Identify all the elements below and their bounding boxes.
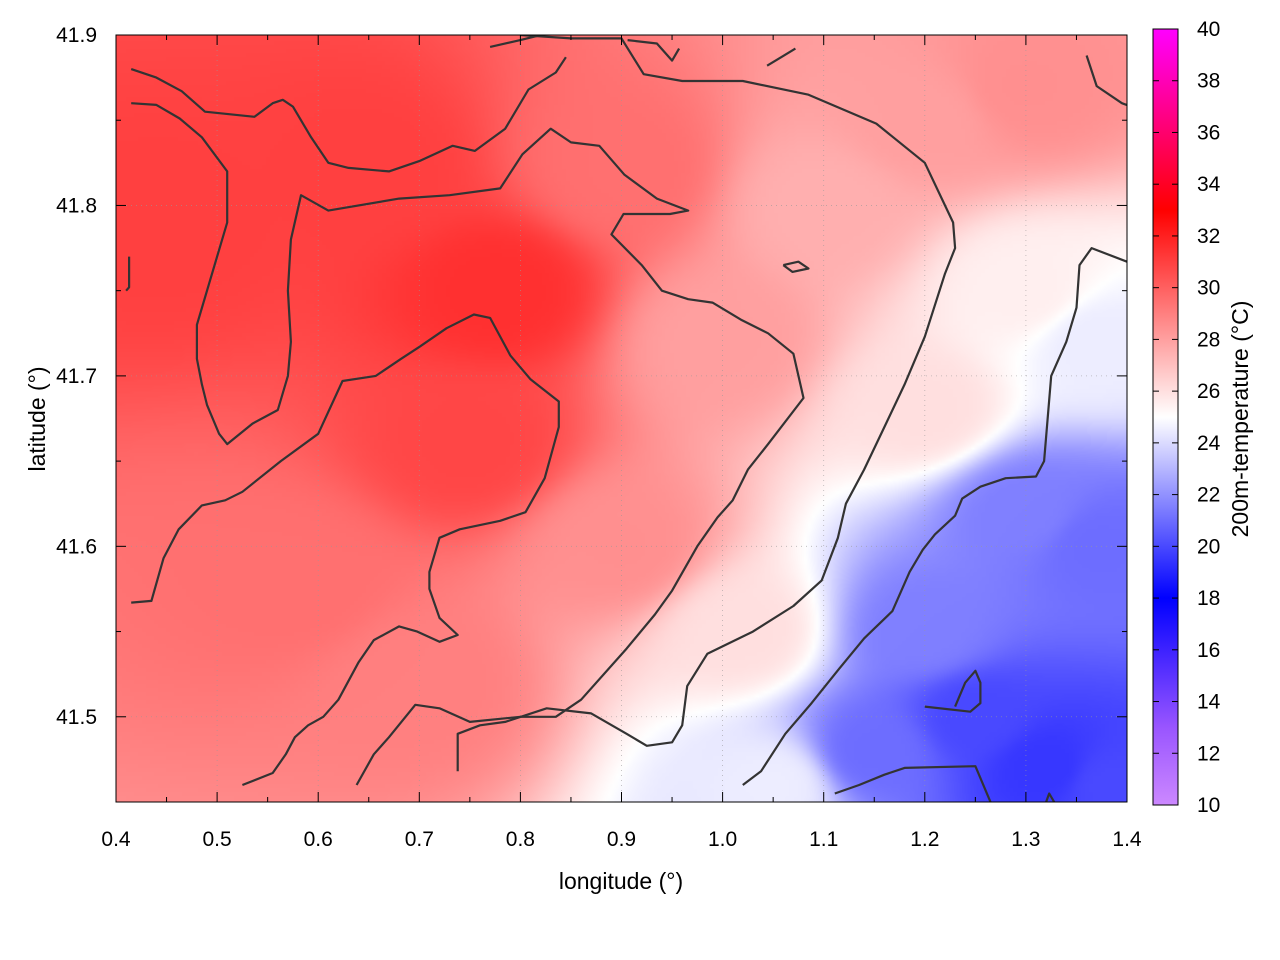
- x-tick-label: 1.1: [809, 828, 838, 851]
- colorbar: [1152, 28, 1179, 806]
- x-axis-title: longitude (°): [559, 868, 683, 894]
- x-tick-label: 1.4: [1112, 828, 1142, 851]
- x-tick-label: 0.9: [607, 828, 636, 851]
- x-tick-label: 0.6: [304, 828, 333, 851]
- temperature-field: [116, 35, 1127, 802]
- contour-line: [1085, 55, 1127, 107]
- contour-line: [456, 35, 957, 772]
- contour-line: [125, 256, 131, 292]
- contour-line: [627, 39, 681, 62]
- colorbar-tick-label: 14: [1197, 691, 1221, 714]
- x-tick-label: 1.0: [708, 828, 737, 851]
- axis-ticks: [115, 34, 1128, 802]
- y-tick-labels: 41.5 41.6 41.7 41.8 41.9: [56, 24, 97, 729]
- contour-line: [742, 247, 1127, 786]
- x-tick-label: 0.7: [405, 828, 434, 851]
- y-tick-label: 41.7: [56, 365, 97, 388]
- colorbar-tick-label: 32: [1197, 225, 1220, 248]
- contour-line: [131, 102, 805, 786]
- x-tick-label: 1.2: [910, 828, 939, 851]
- colorbar-tick-label: 16: [1197, 639, 1220, 662]
- colorbar-tick-label: 36: [1197, 121, 1220, 144]
- colorbar-tick-label: 30: [1197, 277, 1220, 300]
- colorbar-tick-label: 34: [1197, 173, 1221, 196]
- colorbar-ticks: [1153, 28, 1178, 806]
- y-tick-label: 41.6: [56, 535, 97, 558]
- y-axis-title: latitude (°): [24, 366, 50, 471]
- colorbar-tick-label: 26: [1197, 380, 1220, 403]
- colorbar-tick-label: 12: [1197, 742, 1220, 765]
- contour-line: [131, 313, 560, 787]
- contour-line: [1045, 792, 1056, 802]
- x-tick-label: 0.8: [506, 828, 535, 851]
- x-tick-label: 0.5: [202, 828, 231, 851]
- x-tick-labels: 0.4 0.5 0.6 0.7 0.8 0.9 1.0 1.1 1.2 1.3 1.4: [101, 828, 1142, 851]
- colorbar-tick-label: 10: [1197, 794, 1220, 817]
- colorbar-tick-label: 38: [1197, 70, 1220, 93]
- temperature-raster: [116, 35, 1127, 802]
- x-tick-label: 0.4: [101, 828, 131, 851]
- colorbar-tick-labels: 10 12 14 16 18 20 22 24 26 28 30 32 34 36 38 40: [1197, 18, 1221, 817]
- contour-line: [130, 56, 567, 173]
- colorbar-tick-label: 28: [1197, 328, 1220, 351]
- contour-line: [834, 765, 992, 802]
- contour-line: [924, 669, 982, 713]
- y-tick-label: 41.8: [56, 194, 97, 217]
- colorbar-tick-label: 20: [1197, 535, 1220, 558]
- colorbar-tick-label: 22: [1197, 484, 1220, 507]
- colorbar-tick-label: 40: [1197, 18, 1220, 41]
- colorbar-title: 200m-temperature (°C): [1227, 301, 1253, 538]
- x-tick-label: 1.3: [1011, 828, 1040, 851]
- y-tick-label: 41.9: [56, 24, 97, 47]
- colorbar-tick-label: 24: [1197, 432, 1221, 455]
- contour-lines: [125, 35, 1127, 802]
- y-tick-label: 41.5: [56, 706, 97, 729]
- colorbar-tick-label: 18: [1197, 587, 1220, 610]
- contour-line: [766, 47, 796, 67]
- contour-line: [782, 260, 810, 273]
